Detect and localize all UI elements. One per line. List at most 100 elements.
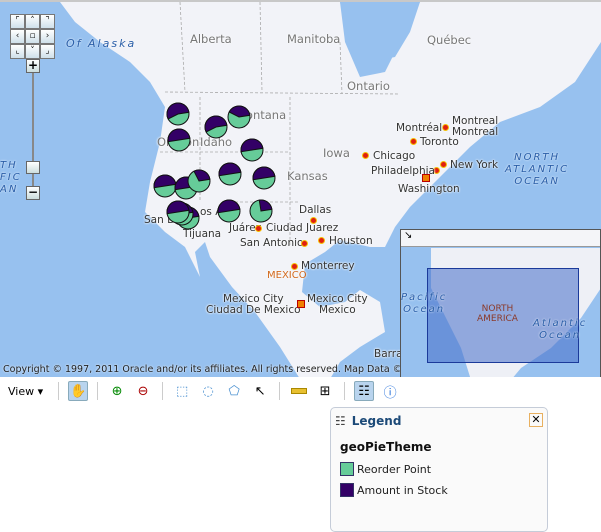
- zoom-slider-thumb[interactable]: [26, 161, 40, 174]
- zoom-in-button[interactable]: +: [26, 58, 40, 73]
- legend-item-label: Reorder Point: [357, 462, 432, 476]
- map-basemap: [60, 2, 601, 377]
- pan-north-button[interactable]: ˄: [25, 14, 40, 29]
- city-marker[interactable]: [433, 167, 440, 174]
- pie-slice-amount-in-stock: [193, 169, 211, 182]
- zoom-out-icon[interactable]: ⊖: [137, 383, 149, 399]
- pie-marker[interactable]: [240, 138, 264, 162]
- overview-map[interactable]: ↘ Pacific Ocean NORTH AMERICA Atlantic O…: [400, 229, 601, 377]
- city-marker[interactable]: [301, 240, 308, 247]
- region-label: Québec: [427, 33, 472, 47]
- city-label: New York: [450, 159, 499, 171]
- info-icon[interactable]: ⓘ: [383, 385, 397, 401]
- pie-slice-amount-in-stock: [252, 166, 276, 181]
- pie-layer: [153, 102, 276, 230]
- pie-marker[interactable]: [166, 102, 190, 126]
- pie-marker[interactable]: [218, 162, 242, 186]
- pan-south-button[interactable]: ˅: [25, 44, 40, 59]
- pie-slice-amount-in-stock: [204, 115, 228, 133]
- city-marker[interactable]: [410, 138, 417, 145]
- city-marker[interactable]: [310, 217, 317, 224]
- city-label: Washington: [398, 183, 460, 195]
- region-label: Ontario: [347, 79, 390, 93]
- circle-select-icon[interactable]: ◌: [202, 383, 214, 399]
- city-marker[interactable]: [291, 263, 298, 270]
- pan-northwest-button[interactable]: ⌜: [10, 14, 25, 29]
- city-label: Dallas: [299, 204, 332, 216]
- collapse-arrow-icon[interactable]: ↘: [404, 230, 413, 241]
- city-label: Montreal Montreal: [452, 115, 499, 138]
- pie-marker[interactable]: [153, 174, 177, 198]
- pie-marker[interactable]: [217, 199, 241, 223]
- legend-icon: ☷: [335, 414, 346, 428]
- map-canvas[interactable]: Alberta Manitoba Québec Ontario Iowa Kan…: [0, 0, 601, 377]
- pan-east-button[interactable]: ›: [40, 29, 55, 44]
- legend-title: Legend: [351, 414, 402, 428]
- pointer-icon[interactable]: ↖: [254, 383, 266, 399]
- pie-slice-amount-in-stock: [240, 138, 264, 153]
- pie-marker[interactable]: [227, 105, 251, 129]
- map-toolbar: View ▾ ✋ ⊕ ⊖ ⬚ ◌ ⬠ ↖ ⊞ ☷ ⓘ: [0, 378, 601, 404]
- region-label: Alberta: [190, 32, 232, 46]
- pie-slice-amount-in-stock: [166, 200, 190, 215]
- pan-center-button[interactable]: ▫: [25, 29, 40, 44]
- capital-marker[interactable]: [422, 174, 430, 182]
- region-label: Kansas: [287, 169, 328, 183]
- zoom-in-icon[interactable]: ⊕: [111, 383, 123, 399]
- zoom-out-button[interactable]: −: [26, 185, 40, 200]
- pie-marker[interactable]: [204, 115, 228, 139]
- ocean-label: Pacific Ocean: [401, 292, 448, 315]
- city-label: San Antonio: [240, 237, 304, 249]
- pan-control[interactable]: ⌜ ˄ ⌝ ‹ ▫ › ⌞ ˅ ⌟: [10, 14, 55, 59]
- pie-marker[interactable]: [166, 200, 190, 224]
- copyright-text: Copyright © 1997, 2011 Oracle and/or its…: [3, 364, 475, 375]
- region-label: Idaho: [200, 135, 233, 149]
- zoom-slider-track[interactable]: [32, 73, 34, 186]
- city-marker[interactable]: [442, 124, 449, 131]
- grid-icon[interactable]: ⊞: [319, 383, 331, 399]
- region-label: Manitoba: [287, 32, 341, 46]
- pie-marker[interactable]: [187, 169, 211, 193]
- pie-slice-amount-in-stock: [167, 128, 191, 143]
- capital-marker[interactable]: [297, 300, 305, 308]
- city-label: Tijuana: [183, 228, 222, 240]
- city-label: Toronto: [420, 136, 459, 148]
- pie-marker[interactable]: [167, 128, 191, 152]
- city-marker[interactable]: [255, 225, 262, 232]
- overview-header: ↘: [401, 230, 600, 247]
- rectangle-select-icon[interactable]: ⬚: [175, 383, 189, 399]
- pie-slice-amount-in-stock: [258, 199, 273, 212]
- close-icon[interactable]: ✕: [529, 413, 543, 427]
- pan-northeast-button[interactable]: ⌝: [40, 14, 55, 29]
- ocean-label: Of Alaska: [66, 37, 137, 50]
- pan-southeast-button[interactable]: ⌟: [40, 44, 55, 59]
- distance-ruler-icon[interactable]: [289, 381, 309, 401]
- legend-panel: ☷ Legend ✕ geoPieTheme Reorder Point Amou…: [330, 407, 548, 532]
- pan-west-button[interactable]: ‹: [10, 29, 25, 44]
- ocean-label: Atlantic Ocean: [533, 318, 588, 341]
- city-label: Mexico City Ciudad De Mexico: [206, 293, 301, 316]
- ocean-label: NORTH ATLANTIC OCEAN: [505, 152, 570, 187]
- pie-marker[interactable]: [249, 199, 273, 223]
- city-label: Barra: [374, 348, 403, 360]
- legend-swatch: [340, 483, 354, 497]
- pan-hand-icon[interactable]: ✋: [68, 381, 89, 401]
- overview-viewport-rect[interactable]: [427, 268, 579, 363]
- city-marker[interactable]: [440, 161, 447, 168]
- city-label: Houston: [329, 235, 373, 247]
- view-menu[interactable]: View ▾: [8, 384, 44, 398]
- polygon-select-icon[interactable]: ⬠: [228, 383, 240, 399]
- ocean-label: TH FIC AN: [0, 160, 22, 195]
- city-label: Montréal: [396, 122, 443, 134]
- legend-icon[interactable]: ☷: [354, 381, 375, 401]
- pie-marker[interactable]: [252, 166, 276, 190]
- country-label: MEXICO: [267, 270, 307, 281]
- pie-slice-amount-in-stock: [217, 199, 241, 214]
- pan-southwest-button[interactable]: ⌞: [10, 44, 25, 59]
- city-label: Juárez: [229, 222, 262, 234]
- city-label: Mexico City Mexico: [307, 293, 368, 316]
- city-label: Ciudad Juarez: [266, 222, 339, 234]
- city-marker[interactable]: [362, 152, 369, 159]
- city-label: Philadelphia: [371, 165, 435, 177]
- city-marker[interactable]: [318, 237, 325, 244]
